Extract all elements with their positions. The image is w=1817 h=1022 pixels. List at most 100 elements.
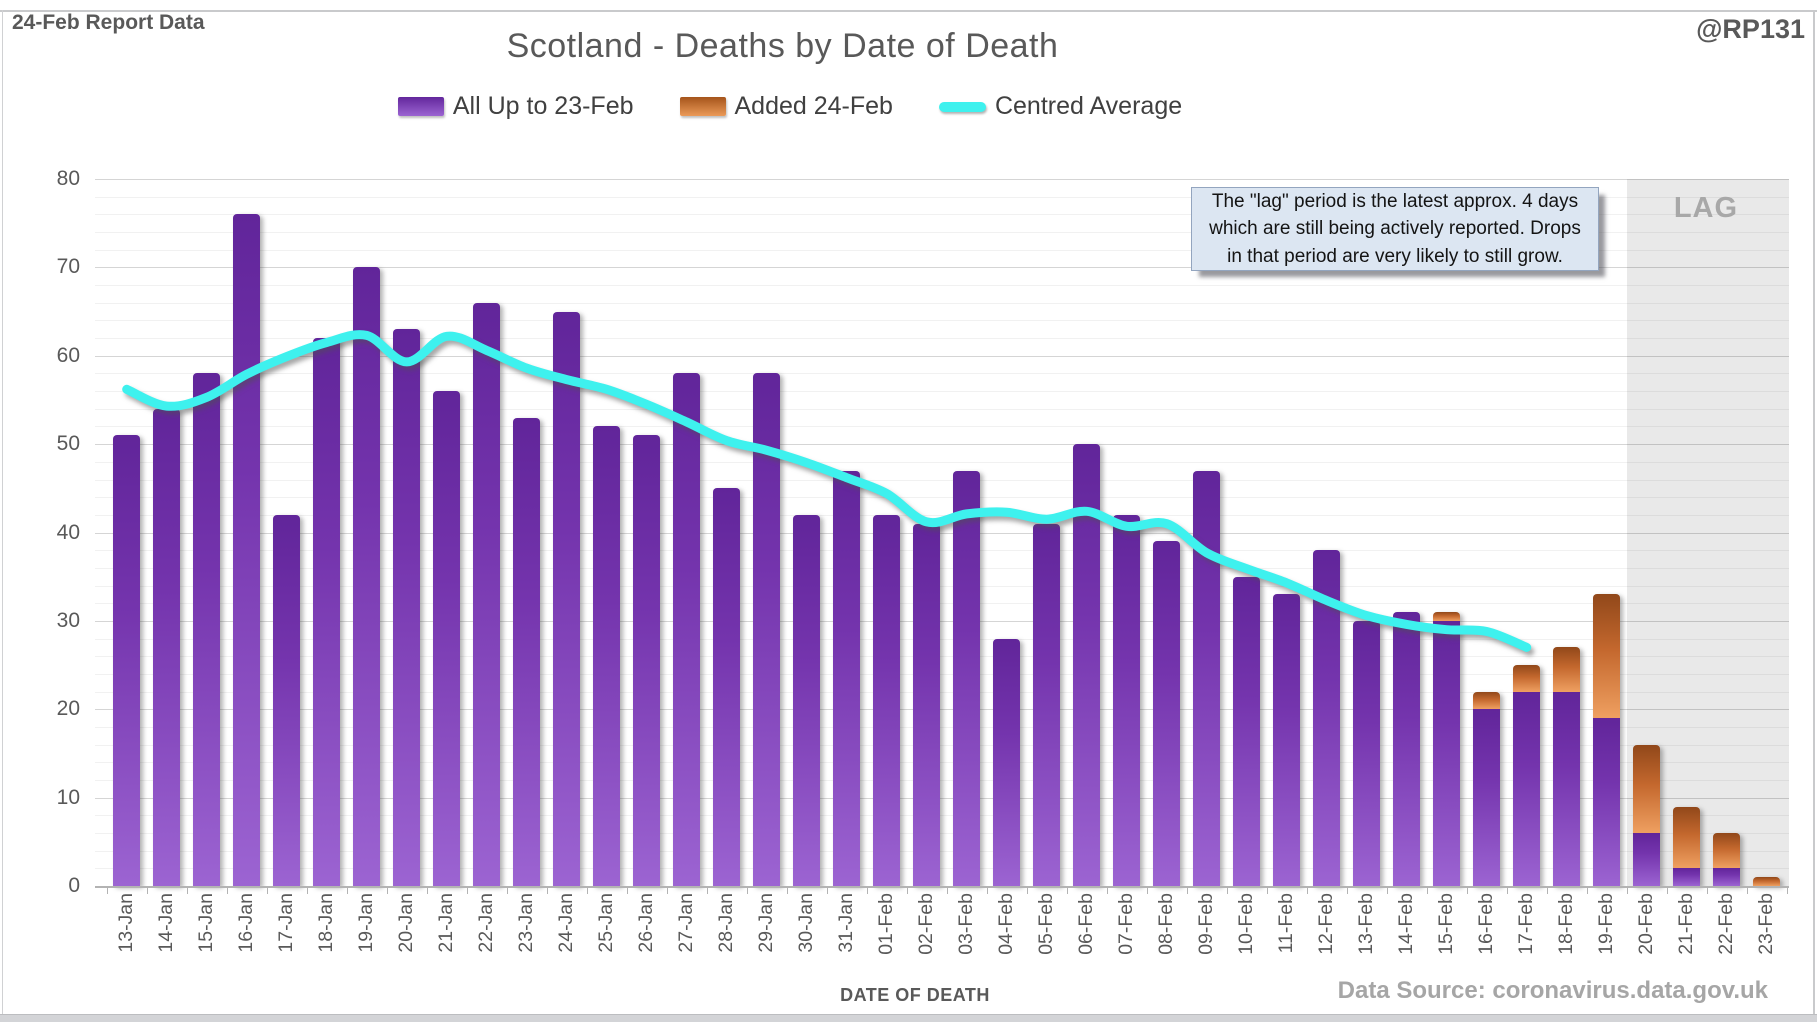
bar-28-Jan [713,488,741,886]
annotation-line: which are still being actively reported.… [1209,218,1581,240]
bar-23-Feb [1753,877,1781,886]
bar-29-Jan [753,373,781,886]
bar-segment-all [273,514,301,886]
major-gridline [95,797,1789,799]
minor-gridline [95,391,1789,393]
bar-segment-all [1513,691,1541,886]
bar-13-Feb [1353,620,1381,886]
x-axis-tick [1226,888,1228,894]
y-axis-tick-label: 70 [56,255,80,279]
minor-gridline [95,338,1789,340]
x-axis-tick [1426,888,1428,894]
bar-segment-all [1713,868,1741,886]
x-axis-tick [146,888,148,894]
bar-segment-all [513,417,541,886]
x-axis-date-label: 22-Feb [1715,893,1738,955]
bar-05-Feb [1033,523,1061,886]
bar-segment-all [473,302,501,886]
legend-item-added: Added 24-Feb [679,92,893,121]
bar-segment-all [353,267,381,886]
minor-gridline [95,585,1789,587]
minor-gridline [95,691,1789,693]
x-axis-tick [1786,888,1788,894]
x-axis-tick [546,888,548,894]
bar-segment-all [1233,576,1261,886]
x-axis-date-label: 28-Jan [715,893,738,953]
frame-left-border [2,10,3,1016]
bar-segment-all [1313,550,1341,886]
bar-13-Jan [113,435,141,886]
minor-gridline [95,638,1789,640]
bar-14-Feb [1393,612,1421,886]
bar-segment-all [1113,514,1141,886]
bar-segment-all [553,311,581,886]
bar-segment-all [153,408,181,886]
bar-21-Jan [433,391,461,886]
cyan-line-swatch-icon [938,101,986,112]
x-axis-tick [1626,888,1628,894]
x-axis-tick [1586,888,1588,894]
chart-title: Scotland - Deaths by Date of Death [506,27,1059,65]
bar-segment-all [193,373,221,886]
x-axis-date-label: 07-Feb [1115,893,1138,955]
x-axis-tick [106,888,108,894]
major-gridline [95,709,1789,711]
bar-18-Jan [313,338,341,886]
bar-segment-all [393,329,421,886]
bar-segment-added [1753,877,1781,886]
minor-gridline [95,479,1789,481]
x-axis-tick [426,888,428,894]
y-axis-tick-label: 50 [56,432,80,456]
bar-14-Jan [153,408,181,886]
x-axis-tick [1666,888,1668,894]
x-axis-tick [586,888,588,894]
x-axis-date-label: 23-Jan [515,893,538,953]
bar-segment-all [1633,832,1661,886]
minor-gridline [95,285,1789,286]
bar-26-Jan [633,435,661,886]
minor-gridline [95,461,1789,463]
minor-gridline [95,408,1789,410]
bar-segment-all [1393,612,1421,886]
x-axis-tick [706,888,708,894]
minor-gridline [95,232,1789,233]
data-source-label: Data Source: coronavirus.data.gov.uk [1337,977,1768,1004]
watermark-handle: @RP131 [1696,14,1805,44]
bar-segment-all [1033,523,1061,886]
bar-27-Jan [673,373,701,886]
x-axis-tick [986,888,988,894]
x-axis-tick [866,888,868,894]
bar-21-Feb [1673,806,1701,886]
legend-item-centred-average: Centred Average [938,92,1182,121]
bar-segment-all [1593,718,1621,886]
bar-20-Jan [393,329,421,886]
y-axis-tick-label: 20 [56,697,80,721]
x-axis-date-label: 03-Feb [955,893,978,955]
bar-segment-all [1073,444,1101,886]
bar-segment-all [793,514,821,886]
bar-19-Jan [353,267,381,886]
legend-item-all-up-to: All Up to 23-Feb [397,92,634,121]
x-axis-date-label: 21-Jan [435,893,458,953]
bar-16-Jan [233,214,261,886]
bar-segment-added [1473,691,1501,710]
orange-swatch-icon [679,97,726,116]
x-axis-date-label: 08-Feb [1155,893,1178,955]
x-axis-tick [1506,888,1508,894]
x-axis-tick [1746,888,1748,894]
x-axis-date-label: 14-Feb [1395,893,1418,955]
bar-06-Feb [1073,444,1101,886]
x-axis-date-label: 09-Feb [1195,893,1218,955]
minor-gridline [95,762,1789,764]
x-axis-date-label: 16-Feb [1475,893,1498,955]
bar-segment-added [1553,647,1581,692]
x-axis-tick [946,888,948,894]
minor-gridline [95,320,1789,322]
x-axis-tick [506,888,508,894]
major-gridline [95,620,1789,622]
bar-02-Feb [913,523,941,886]
x-axis-tick [1306,888,1308,894]
bar-segment-all [1473,709,1501,886]
bar-15-Feb [1433,612,1461,886]
major-gridline [95,444,1789,446]
